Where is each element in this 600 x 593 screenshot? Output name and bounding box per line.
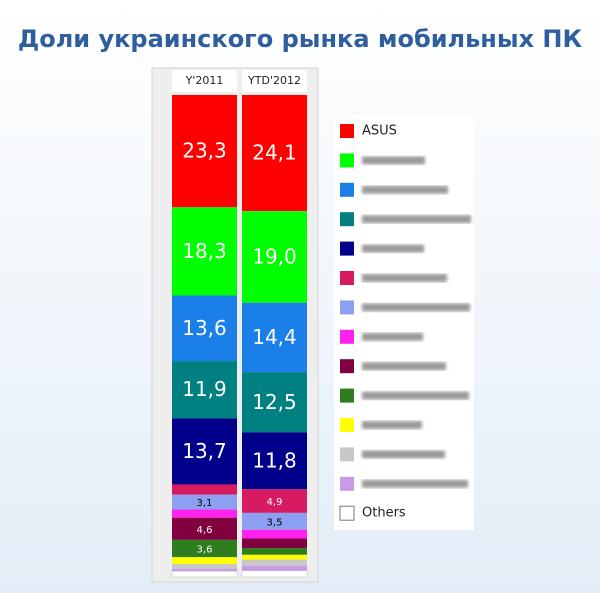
- bar-segment: [172, 539, 237, 558]
- bar-segment: [242, 512, 307, 530]
- data-label: 14,4: [252, 325, 297, 349]
- legend-panel: [334, 115, 474, 530]
- data-label: 13,6: [182, 316, 227, 340]
- legend-swatch: [340, 329, 354, 344]
- data-label: 13,7: [182, 439, 227, 463]
- bar-segment: [172, 568, 237, 572]
- legend-label-blurred: [362, 362, 446, 371]
- legend-label-blurred: [362, 215, 471, 224]
- bar-segment: [172, 557, 237, 564]
- legend-swatch: [340, 476, 354, 491]
- legend-label-blurred: [362, 479, 468, 488]
- data-label: 18,3: [182, 239, 227, 263]
- data-label: 19,0: [252, 244, 297, 268]
- legend-label-blurred: [362, 244, 424, 253]
- bar-segment: [172, 563, 237, 569]
- legend-swatch: [340, 153, 354, 168]
- bar-segment: [242, 559, 307, 566]
- legend-swatch: [340, 388, 354, 403]
- legend-label-blurred: [362, 450, 445, 459]
- legend-swatch: [340, 182, 354, 197]
- bar-segment: [172, 484, 237, 495]
- legend-swatch: [340, 447, 354, 462]
- bar-segment: [242, 529, 307, 539]
- bar-segment: [172, 95, 237, 208]
- legend-label-blurred: [362, 421, 422, 429]
- x-tick-label: YTD'2012: [247, 74, 301, 87]
- legend-swatch: [340, 359, 354, 374]
- bar-segment: [242, 95, 307, 212]
- x-tick-label: Y'2011: [185, 74, 224, 87]
- legend-label-blurred: [362, 332, 423, 341]
- legend-swatch: [340, 418, 354, 432]
- bar-segment: [172, 517, 237, 540]
- bar-segment: [242, 489, 307, 513]
- bar-segment: [172, 494, 237, 510]
- data-label: 4,6: [197, 525, 213, 536]
- legend-label-blurred: [362, 303, 470, 312]
- bar-segment: [172, 418, 237, 485]
- bar-segment: [242, 538, 307, 549]
- data-label: 12,5: [252, 390, 297, 414]
- chart-title: Доли украинского рынка мобильных ПК: [18, 25, 583, 53]
- bar-segment: [172, 361, 237, 419]
- bar-segment: [171, 570, 238, 578]
- bar-segment: [172, 295, 237, 362]
- data-label: 23,3: [182, 139, 227, 163]
- data-label: 11,9: [182, 377, 227, 401]
- legend-label-blurred: [362, 274, 447, 282]
- legend-label-blurred: [362, 156, 425, 165]
- legend-swatch: [340, 124, 354, 138]
- bar-segment: [172, 207, 237, 296]
- legend-label-blurred: [362, 391, 469, 400]
- legend-label-blurred: [362, 185, 448, 194]
- data-label: 3,5: [267, 517, 283, 528]
- data-label: 3,6: [197, 545, 213, 556]
- bar-segment: [242, 302, 307, 373]
- data-label: 11,8: [252, 448, 297, 472]
- legend-label: Others: [362, 506, 406, 521]
- legend-swatch: [340, 300, 354, 315]
- bar-segment: [241, 570, 308, 578]
- data-label: 4,9: [267, 497, 283, 508]
- data-label: 24,1: [252, 141, 297, 165]
- bar-segment: [242, 548, 307, 555]
- bar-segment: [242, 565, 307, 571]
- column-header: [242, 70, 307, 92]
- column-header: [172, 70, 237, 92]
- data-label: 3,1: [197, 498, 213, 509]
- bar-segment: [242, 432, 307, 490]
- legend-label: ASUS: [362, 124, 397, 139]
- bar-segment: [242, 211, 307, 303]
- legend-swatch: [339, 505, 355, 521]
- legend-swatch: [340, 271, 354, 285]
- legend-swatch: [340, 241, 354, 256]
- bar-segment: [242, 554, 307, 560]
- bar-segment: [172, 509, 237, 518]
- legend-swatch: [340, 212, 354, 227]
- bar-segment: [242, 372, 307, 433]
